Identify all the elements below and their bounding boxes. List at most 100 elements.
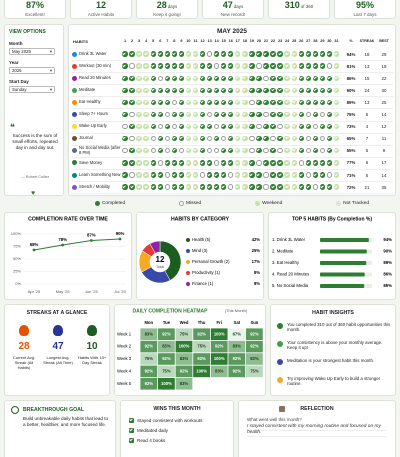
check [327,100,332,105]
habit-best: 22 [381,75,387,81]
day-cell [171,123,178,130]
check [136,136,141,141]
day-cell [143,75,149,81]
habit-icon [72,63,77,69]
check [292,172,297,177]
day-cell [235,99,241,106]
day-cell [192,123,199,130]
day-cell [277,136,283,142]
check [235,76,240,81]
check [249,124,254,129]
check [221,148,226,153]
select-box[interactable]: 2025 [9,67,55,74]
check [158,63,163,68]
day-cell [312,172,319,178]
check [249,76,254,81]
check [235,184,240,189]
check [270,100,275,105]
day-cell [319,172,326,178]
check [292,100,297,105]
check [179,136,184,141]
check [136,63,141,68]
check [193,124,198,129]
check [299,63,304,68]
streak-icon [19,325,29,336]
day-cell [157,111,163,118]
day-cell [228,87,234,93]
check [270,160,275,165]
check [235,136,240,141]
check [334,160,339,165]
check [221,124,226,129]
select-box[interactable]: May 2025 [9,48,55,55]
wins-panel: WINS THIS MONTH Stayed consistent with wo… [120,400,234,457]
day-cell [157,51,163,57]
day-cell [136,75,142,81]
check [270,51,275,56]
day-cell [326,111,333,118]
habit-percent: 89% [346,99,356,105]
stat-value: 95% [335,0,395,10]
check [299,76,304,81]
select-box[interactable]: Sunday [9,86,55,93]
day-cell [305,184,311,190]
check [136,100,141,105]
check [277,112,282,117]
day-cell [228,75,234,81]
day-cell [298,63,304,69]
check [249,63,254,68]
day-cell [298,172,304,178]
check [306,88,311,93]
day-cell [157,172,163,178]
day-cell [136,160,142,166]
day-cell [249,123,255,130]
day-cell [221,99,227,106]
day-header: 19 [249,39,254,43]
day-cell [319,63,326,69]
check [186,76,191,81]
day-header: 17 [235,39,240,43]
field-label: Year [9,60,19,65]
check [284,51,289,56]
check [228,76,233,81]
check [277,76,282,81]
check [129,51,134,56]
day-cell [150,136,156,142]
check [136,184,141,189]
day-header: 9 [180,39,183,43]
check [320,160,325,165]
sidebar-title: VIEW OPTIONS [9,29,46,35]
check [306,184,311,189]
check [143,100,148,105]
check [151,88,156,93]
day-cell [213,87,220,93]
habit-name: Drink 3L Water [79,50,107,56]
check [221,100,226,105]
day-cell [199,172,206,178]
day-cell [298,87,304,93]
day-cell [333,172,340,178]
legend-label: Weekend [262,201,283,206]
check [256,88,261,93]
check [242,100,247,105]
day-header: 8 [173,39,176,43]
check [327,160,332,165]
habit-icon [72,136,77,142]
row-rule [71,108,393,110]
check [207,88,212,93]
check [327,148,332,153]
check [277,184,282,189]
select-value: May 2025 [12,49,31,54]
day-header: 29 [320,39,325,43]
check [284,136,289,141]
check [172,160,177,165]
check [122,172,127,177]
top-habits-panel [268,212,396,300]
day-cell [136,111,142,118]
day-cell [206,148,213,154]
check [200,76,205,81]
day-cell [256,99,262,106]
day-cell [206,111,213,118]
day-cell [263,184,269,190]
day-cell [284,160,290,166]
